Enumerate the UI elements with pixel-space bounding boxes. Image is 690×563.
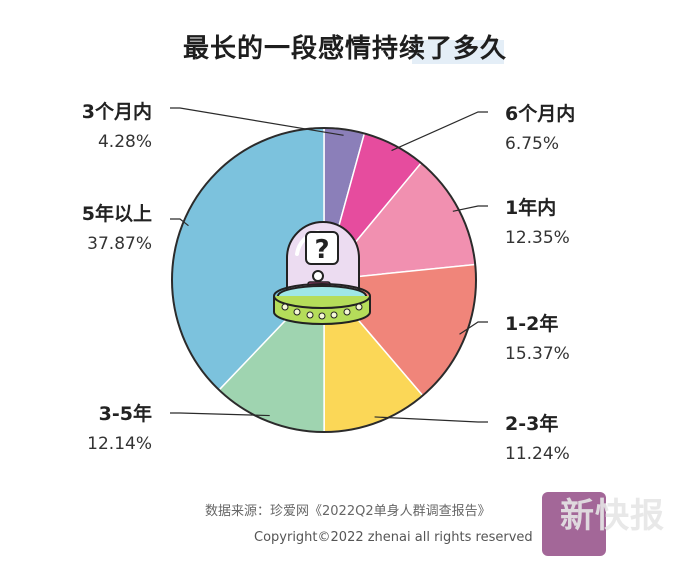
svg-text:?: ?: [314, 235, 329, 265]
label-1-2-years-value: 15.37%: [505, 344, 570, 364]
pie-outline: [171, 127, 477, 433]
title-highlight: [412, 40, 504, 64]
label-1-year-category: 1年内: [505, 197, 557, 219]
leader-line-5-years-plus: [170, 218, 189, 227]
label-5-years-plus: 5年以上 37.87%: [82, 202, 152, 256]
label-1-2-years: 1-2年 15.37%: [505, 312, 570, 366]
leader-line-1-year: [452, 205, 488, 212]
copyright: Copyright©2022 zhenai all rights reserve…: [254, 530, 533, 545]
label-2-3-years: 2-3年 11.24%: [505, 412, 570, 466]
watermark-logo: [542, 492, 606, 556]
label-3-5-years-category: 3-5年: [98, 403, 152, 425]
leader-line-1-2-years: [459, 321, 488, 335]
mystery-box-icon: ?: [273, 221, 371, 325]
label-6-months-category: 6个月内: [505, 103, 576, 125]
label-1-year: 1年内 12.35%: [505, 196, 570, 250]
label-3-months: 3个月内 4.28%: [82, 100, 152, 154]
data-source: 数据来源：珍爱网《2022Q2单身人群调查报告》: [205, 504, 491, 519]
leader-line-2-3-years: [374, 416, 488, 423]
watermark-text: 新快报: [560, 496, 665, 536]
chart-title: 最长的一段感情持续了多久: [182, 34, 507, 64]
label-6-months: 6个月内 6.75%: [505, 102, 575, 156]
label-3-months-category: 3个月内: [81, 101, 152, 123]
label-6-months-value: 6.75%: [505, 134, 560, 154]
label-3-months-value: 4.28%: [97, 132, 152, 152]
label-5-years-plus-category: 5年以上: [81, 203, 152, 225]
label-2-3-years-value: 11.24%: [505, 444, 570, 464]
label-2-3-years-category: 2-3年: [505, 413, 559, 435]
label-1-2-years-category: 1-2年: [505, 313, 559, 335]
label-1-year-value: 12.35%: [505, 228, 570, 248]
label-3-5-years: 3-5年 12.14%: [87, 402, 152, 456]
leader-line-3-months: [170, 107, 344, 136]
label-5-years-plus-value: 37.87%: [87, 234, 152, 254]
label-3-5-years-value: 12.14%: [87, 434, 152, 454]
leader-line-3-5-years: [170, 412, 270, 417]
leader-line-6-months: [391, 111, 488, 152]
